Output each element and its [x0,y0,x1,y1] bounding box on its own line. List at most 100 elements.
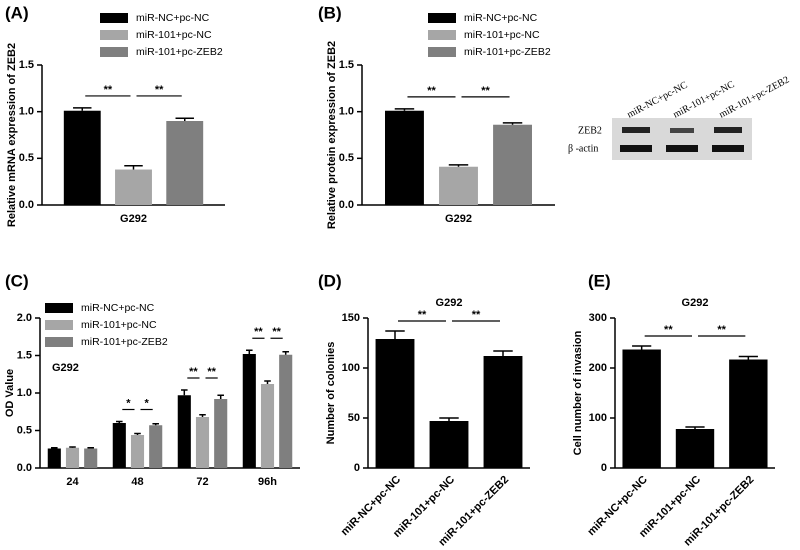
significance-label: ** [254,326,263,338]
legend-swatch [428,30,456,40]
y-axis-label: Relative mRNA expression of ZEB2 [6,43,18,227]
y-tick-label: 1.5 [19,59,34,71]
y-tick-label: 2.0 [17,312,32,324]
blot-band [666,145,698,152]
panel-label: (E) [588,271,611,290]
significance-label: ** [207,366,216,378]
significance-label: ** [272,326,281,338]
legend-swatch [45,337,73,347]
bar [260,384,275,468]
y-tick-label: 1.0 [19,106,34,118]
legend-swatch [428,13,456,23]
y-tick-label: 0.0 [19,199,34,211]
bar [130,435,145,468]
panel-label: (B) [318,3,342,22]
x-tick-label: G292 [445,213,472,225]
x-tick-label: 96h [258,476,277,488]
x-tick-label: 48 [131,476,143,488]
y-tick-label: 0.0 [17,462,32,474]
x-tick-label: G292 [120,213,147,225]
legend-label: miR-101+pc-ZEB2 [136,46,223,58]
bar [242,354,256,468]
significance-label: ** [189,366,198,378]
significance-label: ** [427,85,436,97]
bar [112,423,126,468]
blot-band [714,127,742,133]
y-tick-label: 0.0 [339,199,354,211]
panel-label: (A) [5,3,29,22]
bar [65,447,80,468]
bar [279,354,293,468]
bar [166,121,204,205]
legend-swatch [100,30,128,40]
y-tick-label: 150 [342,312,360,324]
chart-title: G292 [52,362,79,374]
significance-label: ** [717,324,726,336]
bar [149,425,163,468]
significance-label: ** [481,85,490,97]
chart-title: G292 [682,297,709,309]
y-tick-label: 1.5 [339,59,354,71]
bar [729,359,768,468]
significance-label: * [126,397,131,409]
legend-swatch [45,320,73,330]
legend-label: miR-NC+pc-NC [464,12,538,24]
bar [675,429,715,468]
x-tick-label: 72 [196,476,208,488]
significance-label: ** [104,84,113,96]
blot-row-label: β -actin [568,143,598,154]
y-tick-label: 100 [589,412,607,424]
legend-label: miR-101+pc-ZEB2 [464,46,551,58]
y-tick-label: 1.5 [17,349,32,361]
bar [84,448,98,468]
y-tick-label: 0.5 [339,152,354,164]
bar [63,110,101,205]
bar [622,349,661,468]
blot-band [712,145,744,152]
panel-label: (D) [318,271,342,290]
bar [483,356,523,468]
blot-band [620,145,652,152]
x-tick-label: 24 [66,476,79,488]
bar [47,448,61,468]
legend-label: miR-101+pc-NC [136,29,212,41]
legend-label: miR-101+pc-NC [81,319,157,331]
significance-label: ** [664,324,673,336]
legend-label: miR-NC+pc-NC [136,12,210,24]
western-blot: ZEB2 β -actin miR-NC+pc-NC miR-101+pc-NC… [568,74,791,160]
legend-swatch [100,13,128,23]
blot-background [612,118,752,160]
chart-title: G292 [436,297,463,309]
y-tick-label: 300 [589,312,607,324]
y-tick-label: 0.5 [17,424,32,436]
y-tick-label: 0 [601,462,607,474]
legend-swatch [100,47,128,57]
y-axis-label: OD Value [4,369,16,417]
y-tick-label: 100 [342,362,360,374]
y-tick-label: 0.5 [19,152,34,164]
y-tick-label: 1.0 [17,387,32,399]
legend-label: miR-NC+pc-NC [81,302,155,314]
blot-band [670,128,694,133]
bar [493,124,532,205]
bar [429,421,469,468]
panel-label: (C) [5,271,29,290]
significance-label: ** [472,309,481,321]
bar [439,166,478,205]
bar [177,395,191,468]
y-tick-label: 0 [354,462,360,474]
bar [375,339,415,468]
bar [385,110,424,205]
bar [195,417,210,468]
y-axis-label: Cell number of invasion [572,330,584,455]
blot-row-label: ZEB2 [578,125,602,136]
bar [214,399,228,468]
significance-label: ** [418,309,427,321]
bar [115,169,152,205]
significance-label: * [144,397,149,409]
blot-band [622,127,650,133]
y-tick-label: 50 [348,412,360,424]
legend-swatch [428,47,456,57]
legend-label: miR-101+pc-ZEB2 [81,336,168,348]
